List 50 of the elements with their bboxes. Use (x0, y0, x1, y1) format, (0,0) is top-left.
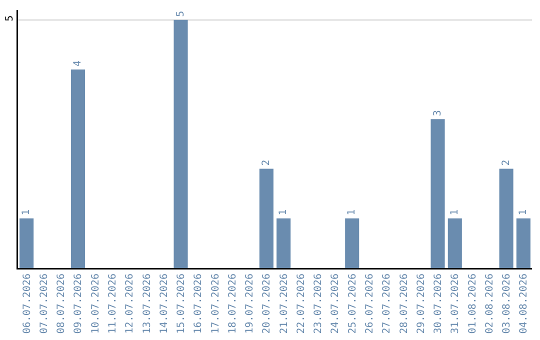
bar (499, 168, 514, 268)
x-tick-label: 31.07.2026 (450, 274, 462, 334)
x-tick-label: 08.07.2026 (56, 274, 68, 334)
x-tick-label: 06.07.2026 (22, 274, 33, 334)
x-tick-label: 04.08.2026 (518, 274, 530, 334)
x-tick-label: 13.07.2026 (142, 274, 153, 334)
bar (516, 218, 530, 268)
data-label: 1 (346, 209, 358, 216)
x-tick-label: 28.07.2026 (398, 274, 410, 334)
x-tick-label: 24.07.2026 (330, 274, 342, 334)
x-tick-label: 18.07.2026 (227, 274, 238, 334)
data-label: 1 (278, 209, 290, 216)
x-tick-label: 03.08.2026 (502, 274, 513, 334)
x-tick-label: 01.08.2026 (467, 274, 478, 334)
x-tick-label: 26.07.2026 (364, 274, 376, 334)
bar (345, 218, 360, 268)
x-tick-label: 16.07.2026 (193, 274, 204, 334)
x-tick-label: 15.07.2026 (176, 274, 188, 334)
bar (430, 119, 445, 268)
data-label: 1 (518, 209, 529, 216)
x-tick-label: 10.07.2026 (90, 274, 102, 334)
bar (276, 218, 291, 268)
bar (20, 218, 34, 268)
x-tick-label: 11.07.2026 (107, 274, 118, 334)
x-tick-label: 23.07.2026 (313, 274, 324, 334)
x-tick-label: 30.07.2026 (433, 274, 444, 334)
bar (448, 218, 462, 268)
x-tick-label: 25.07.2026 (347, 274, 358, 334)
x-tick-label: 07.07.2026 (38, 274, 50, 334)
data-label: 1 (449, 209, 460, 216)
bar (70, 70, 85, 268)
x-tick-label: 02.08.2026 (484, 274, 496, 334)
data-label: 1 (21, 209, 32, 216)
data-label: 2 (500, 160, 512, 166)
data-label: 2 (260, 160, 272, 166)
bar (259, 168, 274, 268)
x-tick-label: 19.07.2026 (244, 274, 256, 334)
data-label: 5 (175, 10, 186, 17)
x-tick-label: 12.07.2026 (124, 274, 136, 334)
data-label: 3 (432, 110, 444, 116)
x-tick-label: 22.07.2026 (296, 274, 307, 334)
x-tick-label: 17.07.2026 (210, 274, 222, 334)
x-tick-label: 14.07.2026 (158, 274, 170, 334)
x-tick-label: 21.07.2026 (278, 274, 290, 334)
x-tick-label: 09.07.2026 (73, 274, 84, 334)
data-label: 4 (72, 60, 84, 67)
bar (174, 20, 188, 268)
x-tick-label: 20.07.2026 (262, 274, 273, 334)
x-tick-label: 27.07.2026 (382, 274, 393, 334)
x-tick-label: 29.07.2026 (416, 274, 427, 334)
